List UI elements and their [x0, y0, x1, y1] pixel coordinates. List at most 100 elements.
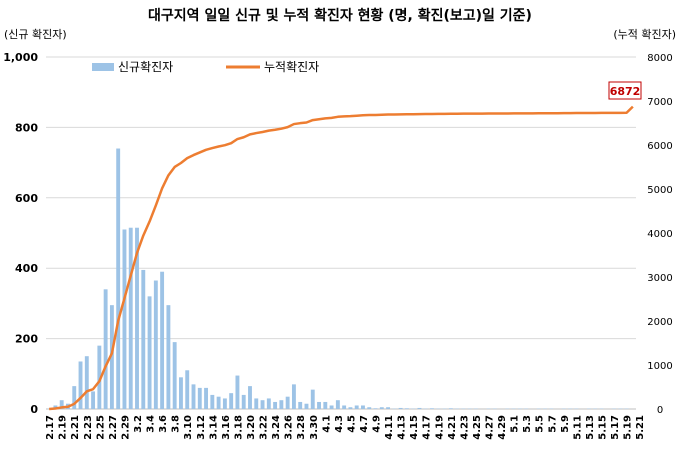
x-tick-label: 4.1 [321, 415, 332, 433]
x-tick-label: 2.25 [95, 415, 106, 440]
bar [273, 402, 277, 409]
legend: 신규확진자 누적확진자 [92, 60, 319, 74]
bar [85, 356, 89, 409]
y-tick-right-label: 3000 [647, 273, 672, 284]
bar [298, 402, 302, 409]
x-tick-label: 4.3 [334, 415, 345, 433]
x-tick-label: 2.21 [70, 415, 81, 440]
bar [166, 305, 170, 409]
bar [217, 397, 221, 409]
bar [367, 407, 371, 409]
bar [292, 384, 296, 409]
bar [204, 388, 208, 409]
x-tick-label: 4.21 [447, 415, 458, 440]
x-tick-label: 5.21 [635, 415, 646, 440]
x-tick-label: 5.17 [610, 415, 621, 440]
bar [248, 386, 252, 409]
x-tick-label: 5.9 [560, 415, 571, 433]
bar [317, 402, 321, 409]
bar [305, 404, 309, 409]
chart-title: 대구지역 일일 신규 및 누적 확진자 현황 (명, 확진(보고)일 기준) [148, 7, 532, 24]
x-tick-label: 4.7 [359, 415, 370, 433]
x-tick-label: 3.6 [158, 415, 169, 433]
bar [116, 149, 120, 409]
x-tick-label: 3.8 [171, 415, 182, 433]
bar [210, 395, 214, 409]
x-tick-label: 5.19 [623, 415, 634, 440]
bar [380, 407, 384, 409]
x-tick-label: 3.18 [233, 415, 244, 440]
legend-label-bar: 신규확진자 [118, 60, 173, 74]
x-tick-label: 5.13 [585, 415, 596, 440]
bar [229, 393, 233, 409]
y-tick-left-label: 200 [15, 333, 38, 346]
x-tick-label: 2.27 [108, 415, 119, 440]
bar [179, 377, 183, 409]
bar [361, 405, 365, 409]
x-tick-label: 3.4 [146, 415, 157, 433]
x-tick-label: 4.25 [472, 415, 483, 440]
bar [330, 405, 334, 409]
bar [449, 408, 453, 409]
x-tick-label: 3.24 [271, 415, 282, 440]
y-tick-right-label: 7000 [647, 97, 672, 108]
bar [279, 400, 283, 409]
gridlines [46, 57, 636, 409]
x-tick-label: 5.7 [547, 415, 558, 433]
y-tick-right-label: 8000 [647, 53, 672, 64]
bar [348, 407, 352, 409]
bar [261, 400, 265, 409]
x-tick-label: 4.15 [409, 415, 420, 440]
bar [154, 281, 158, 409]
x-tick-label: 3.14 [208, 415, 219, 440]
x-tick-label: 4.17 [422, 415, 433, 440]
bar [386, 407, 390, 409]
bar [342, 405, 346, 409]
bar [141, 270, 145, 409]
x-tick-label: 3.26 [284, 415, 295, 440]
y-tick-right-label: 2000 [647, 317, 672, 328]
bar [418, 408, 422, 409]
y-tick-right-label: 4000 [647, 229, 672, 240]
x-tick-label: 2.23 [83, 415, 94, 440]
legend-swatch-bar [92, 63, 114, 71]
bar [129, 228, 133, 409]
y-tick-left-label: 1,000 [3, 51, 38, 64]
x-tick-label: 4.11 [384, 415, 395, 440]
y-axis-label-right: (누적 확진자) [613, 28, 676, 41]
bar [286, 397, 290, 409]
x-tick-label: 5.5 [535, 415, 546, 433]
x-tick-label: 2.29 [120, 415, 131, 440]
x-tick-label: 3.16 [221, 415, 232, 440]
x-tick-label: 5.15 [597, 415, 608, 440]
x-tick-label: 4.19 [434, 415, 445, 440]
annotation-value: 6872 [610, 85, 641, 98]
x-tick-label: 2.19 [58, 415, 69, 440]
bar [91, 391, 95, 409]
x-tick-label: 3.28 [296, 415, 307, 440]
bar [254, 398, 258, 409]
x-tick-label: 4.29 [497, 415, 508, 440]
bar [173, 342, 177, 409]
x-tick-label: 2.17 [45, 415, 56, 440]
x-tick-label: 3.22 [259, 415, 270, 440]
x-tick-label: 4.13 [397, 415, 408, 440]
bar [104, 289, 108, 409]
bar [185, 370, 189, 409]
bar [198, 388, 202, 409]
bar [311, 390, 315, 409]
bar [430, 408, 434, 409]
y-tick-left-label: 600 [15, 192, 38, 205]
x-tick-label: 4.23 [459, 415, 470, 440]
x-tick-label: 3.30 [309, 415, 320, 440]
bar [148, 296, 152, 409]
x-tick-label: 5.3 [522, 415, 533, 433]
bar [267, 398, 271, 409]
annotation-callout: 6872 [609, 82, 641, 99]
y-axis-label-left: (신규 확진자) [4, 28, 67, 41]
y-tick-left-label: 0 [30, 403, 38, 416]
bar [405, 408, 409, 409]
